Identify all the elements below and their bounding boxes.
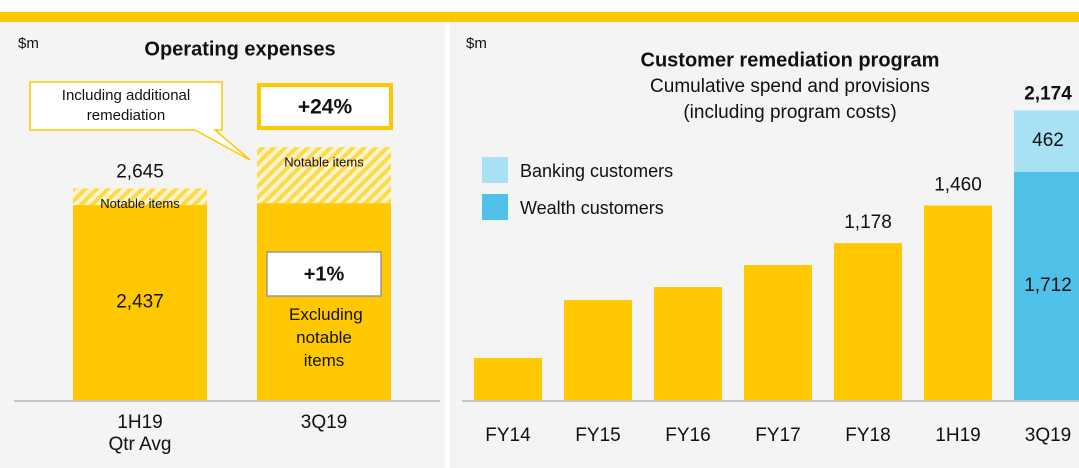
legend-label: Banking customers [520,161,673,181]
x-tick-label: 3Q19 [1025,425,1071,446]
segment-label: Notable items [100,196,180,211]
bar-segment [257,203,391,400]
x-tick-label: FY15 [575,425,620,446]
legend-label: Wealth customers [520,198,664,218]
total-label: 2,174 [1024,83,1072,104]
data-label: 1,178 [844,212,892,233]
chart-subtitle: Cumulative spend and provisions [650,76,930,97]
chart-title: Operating expenses [144,38,335,60]
x-tick-label: FY17 [755,425,800,446]
unit: $m [18,35,39,52]
total-label: 2,645 [116,161,164,182]
bar-segment [73,188,207,206]
x-tick-label-box: 3Q19 [300,412,348,433]
chart-title: Customer remediation program [641,49,940,71]
segment-label-box: Excluding notable items [289,305,363,370]
legend-swatch [482,194,508,220]
callout-box [29,81,251,161]
data-label: 1,712 [1024,275,1072,296]
chart-subtitle: (including program costs) [683,102,896,123]
bar-segment [257,147,391,204]
growth-label: +24% [298,96,353,119]
bar-segment [744,265,812,400]
callout-text: Including additional remediation [61,87,191,124]
callout-text-box: Including additional remediation [61,87,191,124]
bar-segment [564,300,632,400]
x-tick-label: 1H19 Qtr Avg [108,412,172,455]
bar-segment [474,358,542,400]
bar-segment [654,287,722,400]
growth-label: +1% [304,263,345,285]
data-label: 462 [1032,130,1064,151]
segment-label: Excluding notable items [289,305,363,370]
segment-label: Notable items [284,155,364,170]
growth-box [266,251,382,297]
x-tick-label: FY16 [665,425,710,446]
bar-segment [834,243,902,400]
x-tick-label: FY14 [485,425,531,446]
x-tick-label: 1H19 [935,425,980,446]
legend-swatch [482,157,508,183]
data-label: 2,437 [116,292,164,313]
bar-segment [1014,110,1079,172]
x-tick-label-box: 1H19 Qtr Avg [108,412,172,455]
x-tick-label: FY18 [845,425,890,446]
data-label: 1,460 [934,175,982,196]
unit: $m [466,35,487,52]
bar-segment [1014,171,1079,400]
top-bar [0,12,1079,22]
growth-box [257,83,393,130]
bar-segment [924,205,992,400]
bar-segment [73,205,207,400]
x-tick-label: 3Q19 [300,412,348,433]
